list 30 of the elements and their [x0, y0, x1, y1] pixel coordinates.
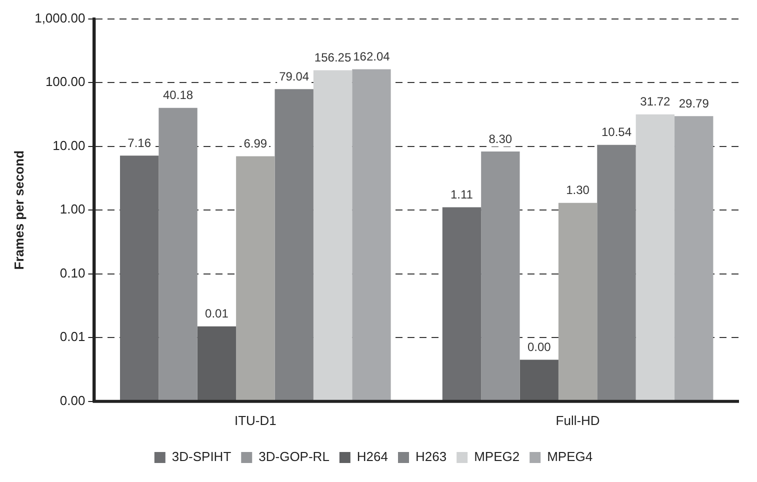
data-label: 156.25 [314, 50, 352, 65]
y-tick-label: 1.00 [60, 202, 86, 217]
data-label: 79.04 [279, 69, 310, 84]
y-tick-label: 100.00 [45, 74, 86, 90]
data-label: 0.01 [205, 306, 229, 321]
data-label: 1.30 [566, 183, 590, 198]
y-axis-title: Frames per second [11, 150, 26, 270]
data-label: 10.54 [601, 125, 632, 140]
legend-label: H263 [415, 449, 447, 464]
data-label: 162.04 [353, 50, 390, 64]
legend-label: MPEG4 [547, 449, 593, 464]
y-tick-label: 1,000.00 [34, 10, 86, 26]
legend-label: 3D-GOP-RL [258, 449, 330, 464]
y-tick-label: 10.00 [52, 138, 86, 153]
data-label: 31.72 [640, 94, 671, 109]
y-tick-label: 0.01 [60, 329, 86, 344]
data-label: 8.30 [488, 132, 512, 146]
data-label: 6.99 [244, 136, 268, 151]
y-tick-label: 0.10 [60, 265, 86, 280]
data-label: 0.00 [527, 340, 552, 354]
data-label: 1.11 [450, 188, 474, 202]
x-tick-label: ITU-D1 [234, 412, 276, 428]
legend-label: 3D-SPIHT [172, 449, 232, 464]
data-label: 7.16 [128, 136, 152, 150]
data-label: 40.18 [163, 88, 194, 102]
legend-label: H264 [356, 449, 388, 464]
x-tick-label: Full-HD [556, 412, 600, 428]
data-label: 29.79 [678, 96, 710, 110]
legend-label: MPEG2 [474, 449, 520, 464]
y-tick-label: 0.00 [60, 392, 86, 408]
